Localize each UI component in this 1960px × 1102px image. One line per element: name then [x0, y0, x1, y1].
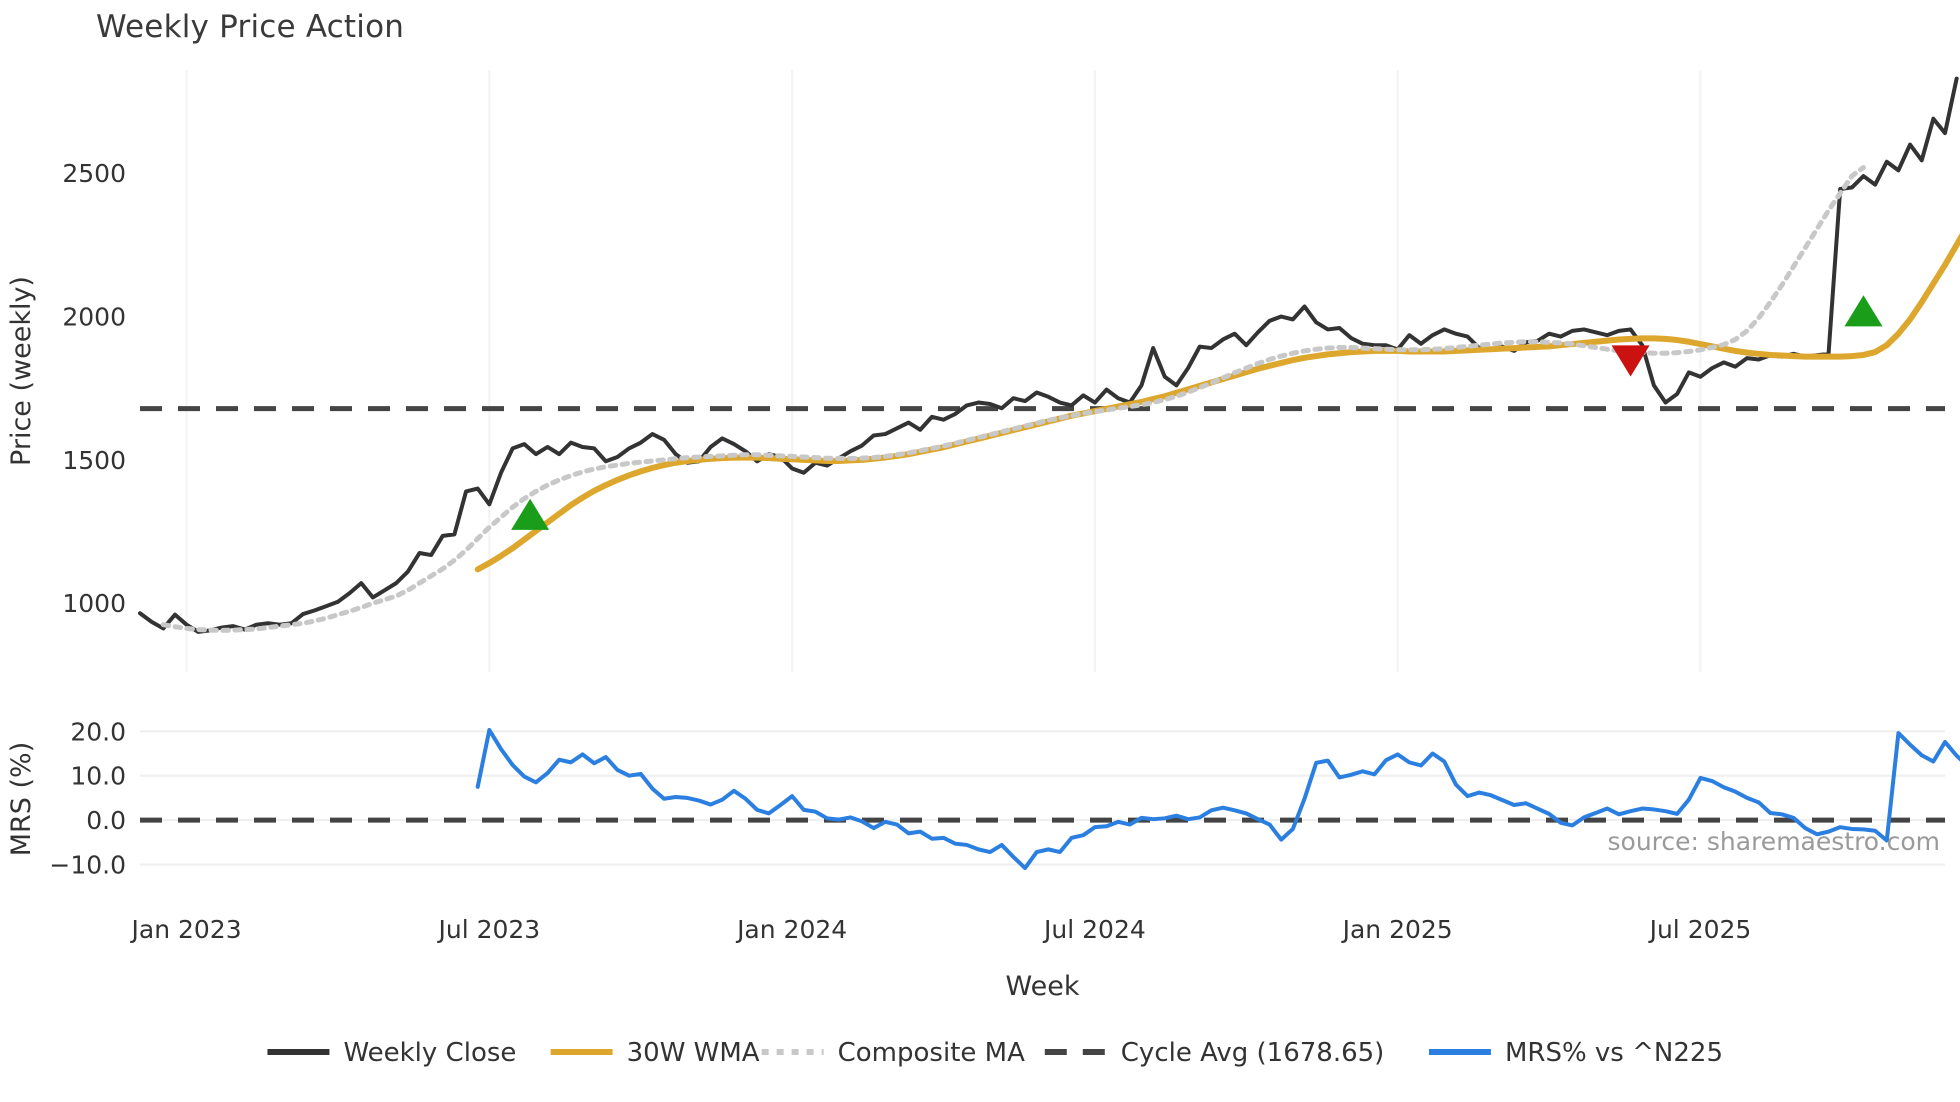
source-watermark: source: sharemaestro.com: [1608, 827, 1941, 856]
price-ytick-label-0: 1000: [62, 589, 126, 618]
series-line-composite-ma: [160, 164, 1866, 633]
legend-label-2: Composite MA: [838, 1038, 1025, 1068]
series-line-weekly-close: [138, 76, 1959, 634]
legend-label-1: 30W WMA: [627, 1038, 760, 1068]
xtick-label-5: Jul 2025: [1648, 915, 1752, 944]
legend-label-0: Weekly Close: [343, 1038, 516, 1068]
x-axis-title: Week: [1006, 971, 1080, 1002]
xtick-label-4: Jan 2025: [1341, 915, 1453, 944]
series-line-mrs-vs-n225: [475, 727, 1960, 871]
mrs-panel-plot: [475, 727, 1960, 871]
gridlines: [140, 70, 1945, 866]
signal-markers: [511, 295, 1883, 530]
xtick-label-1: Jul 2023: [436, 915, 540, 944]
mrs-ytick-label-2: 10.0: [70, 762, 126, 791]
price-panel-plot: [138, 76, 1960, 634]
legend-label-4: MRS% vs ^N225: [1505, 1038, 1723, 1068]
price-ytick-label-1: 1500: [62, 446, 126, 475]
xtick-label-3: Jul 2024: [1042, 915, 1146, 944]
mrs-ytick-label-1: 0.0: [86, 806, 126, 835]
mrs-axis-title: MRS (%): [6, 742, 37, 857]
mrs-ytick-label-0: −10.0: [49, 850, 126, 879]
axis-labels: 1000 1500 2000 2500 −10.0 0.0 10.0 20.0 Jan 2023…: [6, 159, 1940, 1002]
signal-marker-buy-0: [511, 498, 550, 530]
xtick-label-2: Jan 2024: [735, 915, 847, 944]
signal-marker-sell-1: [1611, 345, 1650, 377]
xtick-label-0: Jan 2023: [130, 915, 242, 944]
legend-label-3: Cycle Avg (1678.65): [1121, 1038, 1385, 1068]
price-ytick-label-2: 2000: [62, 303, 126, 332]
signal-marker-buy-2: [1844, 295, 1883, 327]
chart-legend: Weekly Close 30W WMA Composite MA Cycle Avg…: [267, 1038, 1723, 1068]
price-ytick-label-3: 2500: [62, 159, 126, 188]
chart-title: Weekly Price Action: [96, 9, 405, 45]
price-axis-title: Price (weekly): [6, 276, 37, 466]
mrs-ytick-label-3: 20.0: [70, 717, 126, 746]
